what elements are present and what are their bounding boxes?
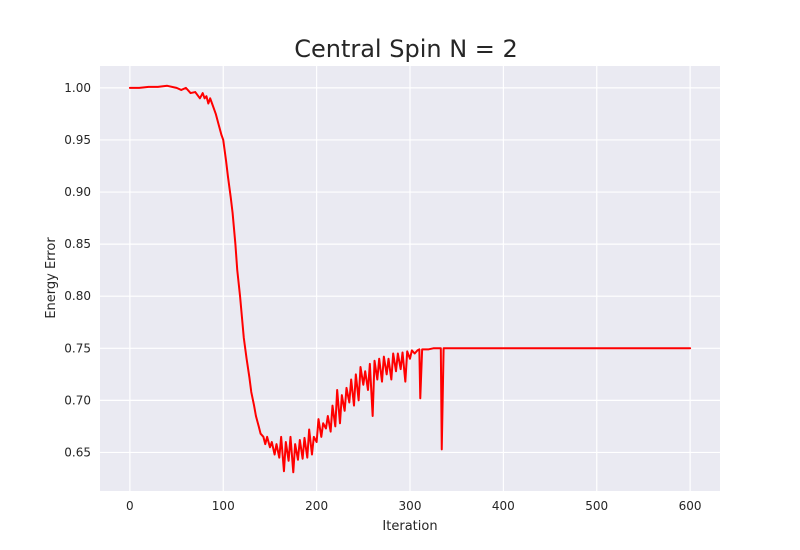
x-tick-label: 600 <box>679 499 702 513</box>
chart-title: Central Spin N = 2 <box>294 35 518 63</box>
x-tick-label: 200 <box>305 499 328 513</box>
series-group <box>128 84 692 474</box>
x-tick-label: 100 <box>212 499 235 513</box>
y-tick-label: 0.85 <box>64 237 91 251</box>
y-tick-label: 0.80 <box>64 289 91 303</box>
y-tick-label: 0.65 <box>64 445 91 459</box>
series-line <box>128 84 692 474</box>
y-tick-label: 1.00 <box>64 81 91 95</box>
y-tick-label: 0.95 <box>64 133 91 147</box>
x-tick-label: 300 <box>399 499 422 513</box>
x-tick-label: 0 <box>126 499 134 513</box>
tick-labels: 0 100 200 300 400 500 600 0.65 0.70 0.75 0.80 0.85 0… <box>64 81 701 513</box>
x-tick-label: 500 <box>585 499 608 513</box>
y-axis-label: Energy Error <box>44 237 59 319</box>
x-axis-label: Iteration <box>382 519 437 534</box>
y-tick-label: 0.70 <box>64 393 91 407</box>
y-tick-label: 0.75 <box>64 341 91 355</box>
x-tick-label: 400 <box>492 499 515 513</box>
y-tick-label: 0.90 <box>64 185 91 199</box>
